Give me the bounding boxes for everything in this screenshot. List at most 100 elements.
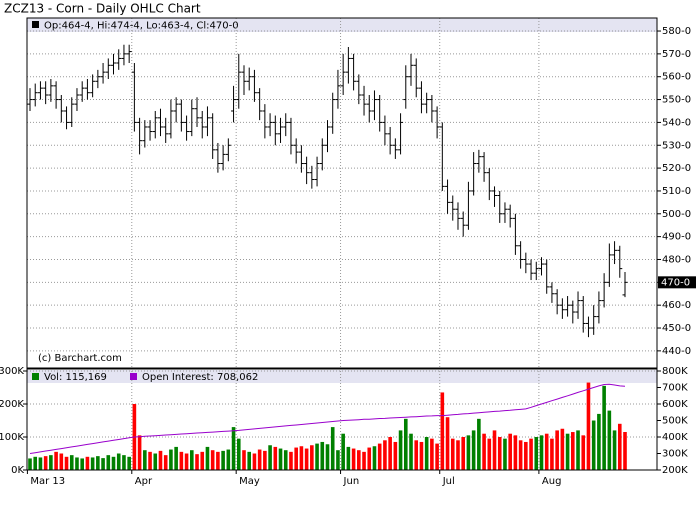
y-tick-label: 450-0 xyxy=(662,323,691,334)
volume-bar xyxy=(617,423,622,470)
last-price-label: 470-0 xyxy=(661,277,690,288)
y-tick-label: 460-0 xyxy=(662,300,691,311)
volume-bar xyxy=(106,455,111,470)
volume-bar xyxy=(195,454,199,470)
volume-bar xyxy=(424,437,429,470)
legend-strip xyxy=(27,18,657,32)
y-tick-label: 300K xyxy=(0,366,24,377)
legend-strip xyxy=(27,370,657,383)
volume-bar xyxy=(398,430,403,470)
volume-bar xyxy=(362,451,366,470)
x-tick-label: Apr xyxy=(135,476,153,487)
volume-bar xyxy=(252,453,257,470)
volume-bar xyxy=(623,431,627,470)
y-tick-label: 100K xyxy=(0,432,24,443)
y2-tick-label: 800K xyxy=(662,366,688,377)
volume-bar xyxy=(278,448,283,470)
volume-bar xyxy=(435,443,439,470)
volume-bar xyxy=(54,451,58,470)
volume-bar xyxy=(169,449,173,470)
volume-bar xyxy=(85,456,90,470)
y-tick-label: 560-0 xyxy=(662,72,691,83)
legend-marker xyxy=(130,373,137,380)
volume-bar xyxy=(216,451,220,470)
volume-bar xyxy=(200,451,205,470)
volume-bar xyxy=(122,455,126,470)
volume-bar xyxy=(137,435,142,470)
volume-bar xyxy=(205,446,210,470)
volume-bar xyxy=(304,448,309,470)
volume-bar xyxy=(430,438,434,470)
y-tick-label: 520-0 xyxy=(662,163,691,174)
volume-bar xyxy=(581,435,586,470)
volume-bar xyxy=(153,453,158,470)
volume-bar xyxy=(508,433,512,470)
volume-bar xyxy=(336,450,340,470)
volume-bar xyxy=(221,450,225,470)
volume-bar xyxy=(560,428,565,470)
volume-bar xyxy=(49,455,53,470)
volume-bar xyxy=(69,455,74,470)
volume-bar xyxy=(466,435,471,470)
volume-bar xyxy=(534,437,539,470)
volume-bar xyxy=(576,430,580,470)
volume-bar xyxy=(565,433,570,470)
chart-title: ZCZ13 - Corn - Daily OHLC Chart xyxy=(4,2,201,16)
volume-bar xyxy=(111,456,116,470)
volume-bar xyxy=(414,440,419,470)
volume-bar xyxy=(346,446,351,470)
volume-bar xyxy=(602,385,606,470)
volume-bar xyxy=(75,457,79,470)
legend-text: Open Interest: 708,062 xyxy=(142,372,258,383)
volume-bar xyxy=(487,438,492,470)
volume-bar xyxy=(210,450,215,470)
volume-bar xyxy=(607,410,612,470)
volume-bar xyxy=(158,450,163,470)
y-tick-label: 530-0 xyxy=(662,140,691,151)
volume-bar xyxy=(450,438,455,470)
legend-text: Op:464-4, Hi:474-4, Lo:463-4, Cl:470-0 xyxy=(44,21,239,32)
volume-bar xyxy=(419,441,424,470)
y-tick-label: 440-0 xyxy=(662,346,691,357)
volume-bar xyxy=(289,451,293,470)
volume-bar xyxy=(174,446,178,470)
volume-bar xyxy=(612,430,617,470)
volume-bar xyxy=(571,432,575,470)
volume-bar xyxy=(263,450,267,470)
volume-bar xyxy=(283,450,288,470)
volume-bar xyxy=(127,456,131,470)
last-price-box xyxy=(658,276,696,289)
volume-bar xyxy=(372,446,377,470)
volume-bar xyxy=(477,418,481,470)
volume-bar xyxy=(357,450,361,470)
volume-bar xyxy=(257,449,262,470)
volume-bar xyxy=(367,447,372,470)
y2-tick-label: 300K xyxy=(662,449,688,460)
volume-bar xyxy=(383,440,387,470)
volume-bar xyxy=(529,438,533,470)
volume-bar xyxy=(38,457,43,470)
y-tick-label: 490-0 xyxy=(662,232,691,243)
volume-bar xyxy=(482,433,486,470)
volume-bar xyxy=(116,453,121,470)
volume-bar xyxy=(440,392,445,470)
volume-bar xyxy=(33,456,38,470)
y2-tick-label: 200K xyxy=(662,465,688,476)
x-tick-label: May xyxy=(239,476,260,487)
y-tick-label: 550-0 xyxy=(662,95,691,106)
volume-bar xyxy=(403,418,408,470)
volume-bar xyxy=(377,443,382,470)
y2-tick-label: 600K xyxy=(662,399,688,410)
y-tick-label: 570-0 xyxy=(662,49,691,60)
credit: (c) Barchart.com xyxy=(38,353,122,364)
volume-bar xyxy=(184,453,189,470)
volume-bar xyxy=(597,413,601,470)
y-tick-label: 510-0 xyxy=(662,186,691,197)
volume-bar xyxy=(96,456,100,470)
volume-bar xyxy=(544,433,549,470)
y-tick-label: 480-0 xyxy=(662,254,691,265)
volume-bar xyxy=(555,430,559,470)
volume-bar xyxy=(445,417,450,470)
volume-bar xyxy=(503,438,507,470)
volume-bar xyxy=(242,450,246,470)
